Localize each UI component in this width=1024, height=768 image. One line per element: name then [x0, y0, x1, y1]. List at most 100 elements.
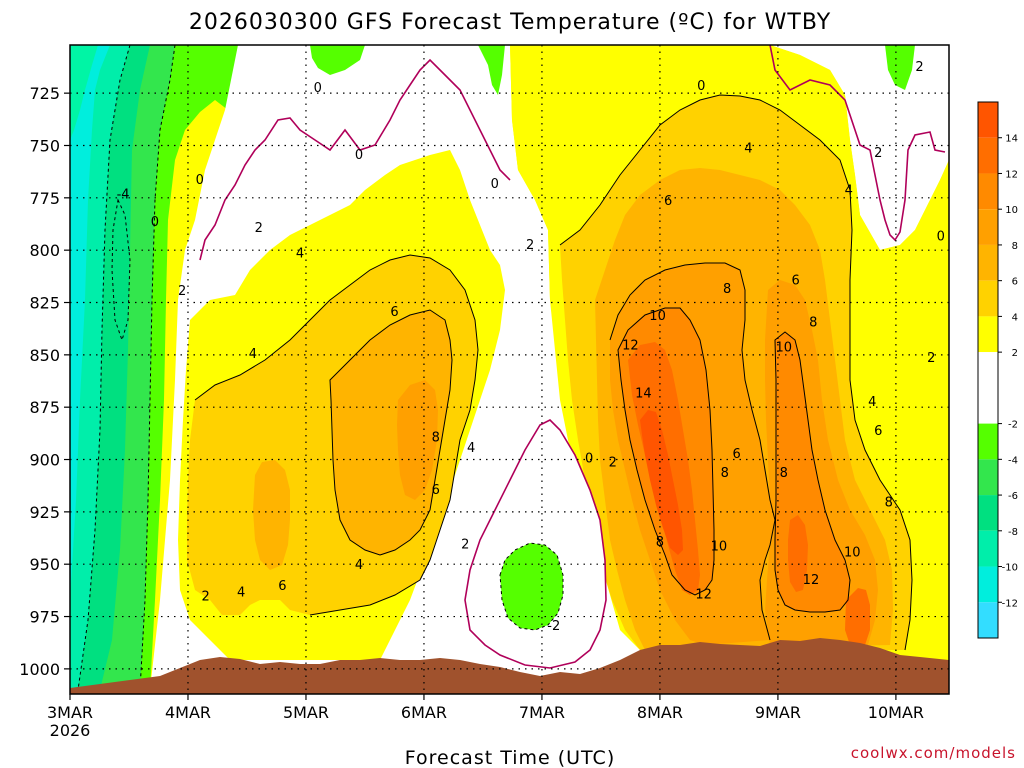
field-plus12-lobe2b [788, 515, 808, 592]
colorbar-swatch [978, 602, 998, 638]
colorbar-swatch [978, 316, 998, 353]
grid-lines [70, 45, 949, 694]
x-tick-label: 10MAR [868, 703, 924, 722]
contour-warm-4-lobe2 [559, 94, 913, 651]
colorbar-tick-label: -10 [1002, 563, 1018, 574]
credit-link[interactable]: coolwx.com/models [851, 744, 1016, 762]
x-tick-label: 7MAR [519, 703, 565, 722]
contour-label: 6 [390, 305, 398, 320]
contour-label: -4 [117, 188, 130, 203]
colorbar-tick-label: -2 [1008, 420, 1018, 431]
contour-label: 4 [467, 441, 475, 456]
contour-cold-2 [77, 45, 131, 691]
colorbar-frame [977, 101, 999, 639]
x-axis-title: Forecast Time (UTC) [405, 747, 615, 768]
y-tick-label: 975 [29, 608, 60, 627]
contour-label: 6 [791, 273, 799, 288]
colorbar-swatch [978, 352, 998, 424]
colorbar-tick-label: -12 [1002, 598, 1018, 609]
contour-cold-1 [139, 45, 176, 691]
contour-label: 2 [915, 60, 923, 75]
terrain [70, 638, 949, 694]
contour-label: 12 [695, 588, 712, 603]
colorbar-tick-label: -8 [1008, 527, 1018, 538]
temperature-field [70, 45, 949, 694]
contour-label: 12 [803, 573, 820, 588]
field-plus14-lobe2 [640, 410, 683, 555]
field-minus2-top3 [885, 45, 915, 90]
field-minus10 [70, 45, 110, 600]
contour-label: 2 [927, 351, 935, 366]
x-tick-label: 4MAR [165, 703, 211, 722]
x-tick-label: 9MAR [755, 703, 801, 722]
colorbar-tick-label: 12 [1005, 169, 1018, 180]
colorbar: 14 12 10 8 6 4 2 -2 -4 -6 -8 -10 -12 [977, 101, 1018, 639]
y-tick-label: 775 [29, 189, 60, 208]
field-minus2-top2 [478, 45, 505, 95]
contour-label: 6 [664, 194, 672, 209]
y-tick-label: 875 [29, 398, 60, 417]
x-tick-label: 8MAR [637, 703, 683, 722]
colorbar-swatch [978, 137, 998, 174]
colorbar-tick-label: 10 [1005, 205, 1018, 216]
colorbar-swatch [978, 423, 998, 460]
contour-warm-8-lobe2 [609, 262, 776, 641]
contour-label: 6 [432, 483, 440, 498]
y-tick-label: 900 [29, 451, 60, 470]
contour-label: 2 [178, 284, 186, 299]
contour-label: 14 [635, 387, 652, 402]
contour-label: 0 [196, 173, 204, 188]
contour-label: 4 [237, 585, 245, 600]
colorbar-tick-label: -4 [1008, 455, 1018, 466]
colorbar-swatch [978, 566, 998, 603]
colorbar-swatch [978, 102, 998, 138]
contour-label: 0 [697, 79, 705, 94]
x-tick-label: 6MAR [401, 703, 447, 722]
colorbar-tick-label: 2 [1012, 348, 1018, 359]
contour-label: 8 [809, 315, 817, 330]
contour-zero-right [769, 45, 946, 242]
colorbar-tick-label: -6 [1008, 491, 1018, 502]
contour-label: 8 [780, 466, 788, 481]
contour-label: 0 [355, 148, 363, 163]
contour-label: 4 [845, 183, 853, 198]
colorbar-swatch [978, 495, 998, 531]
colorbar-tick-label: 8 [1012, 241, 1018, 252]
y-tick-label: 825 [29, 294, 60, 313]
field-minus2-pocket [500, 543, 563, 630]
colorbar-swatch [978, 459, 998, 496]
contour-label: 12 [622, 338, 639, 353]
contour-label: 6 [874, 424, 882, 439]
y-tick-label: 950 [29, 555, 60, 574]
contour-warm-6-lobe1 [329, 309, 453, 556]
chart-title: 2026030300 GFS Forecast Temperature (ºC)… [189, 10, 831, 35]
colorbar-swatch [978, 209, 998, 245]
contour-warm-4-lobe1 [194, 254, 479, 616]
colorbar-swatch [978, 530, 998, 567]
contour-label: 10 [649, 309, 666, 324]
contour-label: 4 [868, 395, 876, 410]
y-tick-label: 750 [29, 136, 60, 155]
colorbar-swatch [978, 173, 998, 210]
colorbar-tick-label: 14 [1005, 134, 1018, 145]
contour-label: 8 [723, 282, 731, 297]
contour-label: 4 [355, 558, 363, 573]
contour-label: 0 [314, 81, 322, 96]
contour-label: 10 [776, 340, 793, 355]
contour-label: 2 [526, 238, 534, 253]
field-near-zero-right [770, 45, 949, 250]
x-tick-label: 5MAR [283, 703, 329, 722]
contour-label: 8 [656, 535, 664, 550]
contour-label: 10 [844, 546, 861, 561]
contour-label: -2 [547, 619, 560, 634]
plot-frame [69, 44, 950, 695]
field-plus8-lobe1 [397, 380, 438, 500]
contour-label: 2 [609, 456, 617, 471]
contour-label: 8 [885, 495, 893, 510]
colorbar-swatch [978, 244, 998, 281]
field-minus2-top1 [310, 45, 365, 75]
field-plus6-lobe1 [330, 310, 452, 555]
